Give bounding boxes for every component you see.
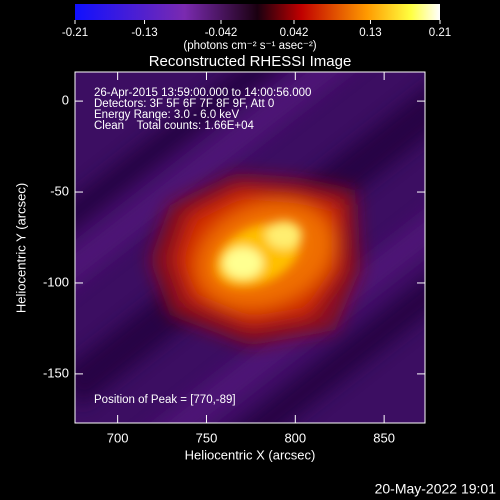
chart-title: Reconstructed RHESSI Image bbox=[149, 53, 352, 70]
x-tick-label: 700 bbox=[107, 430, 129, 445]
peak-annotation: Position of Peak = [770,-89] bbox=[94, 394, 236, 406]
colorbar-label: (photons cm⁻² s⁻¹ asec⁻²) bbox=[183, 40, 316, 52]
x-tick-label: 800 bbox=[284, 430, 306, 445]
x-tick-label: 850 bbox=[373, 430, 395, 445]
colorbar-tick-label: -0.042 bbox=[205, 27, 238, 39]
x-tick-label: 750 bbox=[196, 430, 218, 445]
colorbar bbox=[75, 4, 440, 20]
footer-date: 20-May-2022 19:01 bbox=[375, 481, 497, 497]
colorbar-tick-label: -0.21 bbox=[62, 27, 88, 39]
colorbar-tick-label: -0.13 bbox=[131, 27, 157, 39]
y-tick-label: -100 bbox=[43, 274, 69, 289]
annotation: Clean Total counts: 1.66E+04 bbox=[94, 120, 255, 132]
plot-frame bbox=[74, 71, 426, 424]
annotation: Detectors: 3F 5F 6F 7F 8F 9F, Att 0 bbox=[94, 98, 274, 110]
colorbar-tick-label: 0.21 bbox=[429, 27, 451, 39]
y-tick-label: -150 bbox=[43, 365, 69, 380]
annotation: 26-Apr-2015 13:59:00.000 to 14:00:56.000 bbox=[94, 87, 311, 99]
colorbar-tick-label: 0.13 bbox=[359, 27, 381, 39]
x-axis-label: Heliocentric X (arcsec) bbox=[185, 447, 316, 462]
y-tick-label: 0 bbox=[62, 93, 69, 108]
colorbar-tick-label: 0.042 bbox=[280, 27, 309, 39]
y-tick-label: -50 bbox=[50, 183, 69, 198]
y-axis-label: Heliocentric Y (arcsec) bbox=[13, 183, 28, 313]
annotation: Energy Range: 3.0 - 6.0 keV bbox=[94, 109, 239, 121]
